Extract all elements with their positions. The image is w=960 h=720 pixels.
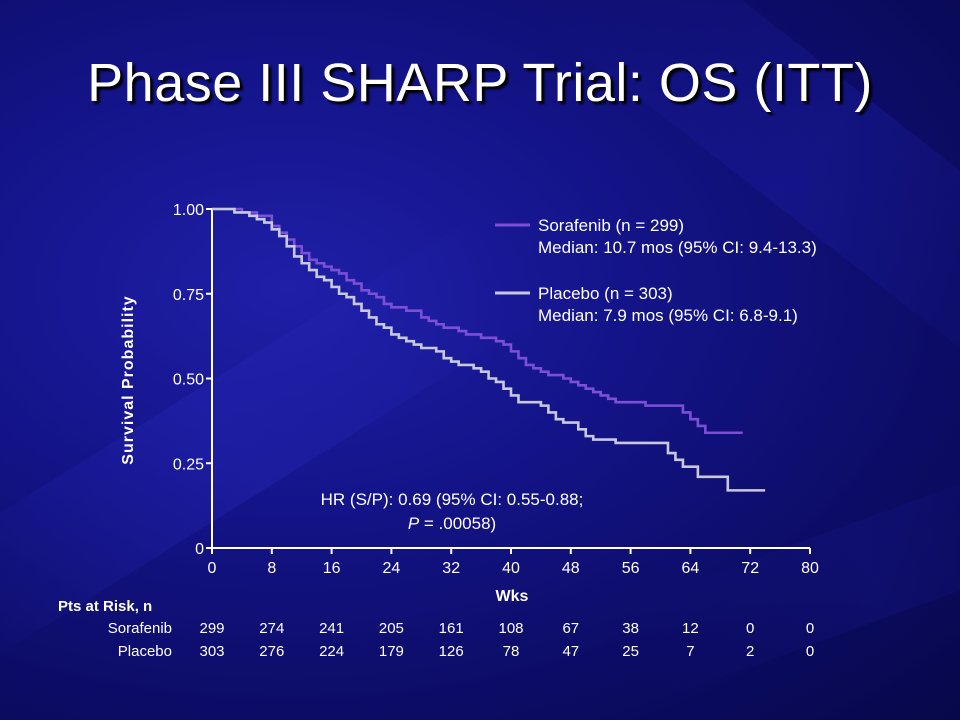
x-tick-label: 40 [502, 560, 520, 577]
placebo-survival-curve [212, 207, 766, 492]
x-tick-label: 64 [682, 560, 700, 577]
risk-cell: 224 [319, 643, 345, 660]
legend-label-sorafenib: Sorafenib (n = 299) [538, 216, 684, 235]
risk-cell: 78 [502, 643, 520, 660]
risk-cell: 108 [498, 620, 524, 637]
risk-cell: 67 [562, 620, 580, 637]
risk-cell: 274 [259, 620, 285, 637]
risk-cell: 7 [686, 643, 695, 660]
p-value-annotation: P = .00058) [408, 514, 496, 533]
risk-cell: 12 [682, 620, 699, 637]
y-axis-label: Survival Probability [120, 295, 137, 464]
x-tick-label: 48 [562, 560, 580, 577]
risk-cell: 299 [199, 620, 225, 637]
chart-legend: Sorafenib (n = 299) Median: 10.7 mos (95… [495, 216, 817, 325]
x-tick-label: 24 [383, 560, 401, 577]
slide-title: Phase III SHARP Trial: OS (ITT) [87, 53, 873, 113]
chart-axes: 0 0.25 0.50 0.75 1.00 0 8 16 24 32 40 48 56 64 72 80 [173, 202, 819, 577]
risk-cell: 0 [805, 620, 815, 637]
risk-row-label: Placebo [117, 643, 172, 660]
sorafenib-survival-curve [212, 207, 743, 435]
y-tick-label: 0 [195, 541, 204, 558]
risk-cell: 276 [259, 643, 285, 660]
risk-cell: 38 [622, 620, 639, 637]
risk-cell: 0 [746, 620, 755, 637]
risk-cell: 161 [438, 620, 464, 637]
y-tick-label: 0.50 [173, 372, 204, 389]
risk-cell: 126 [438, 643, 464, 660]
risk-table-header: Pts at Risk, n [58, 598, 153, 615]
risk-cell: 241 [319, 620, 345, 637]
chart-curves [212, 207, 766, 492]
y-tick-label: 0.25 [173, 456, 204, 473]
risk-cell: 25 [622, 643, 639, 660]
y-tick-label: 0.75 [173, 287, 204, 304]
risk-cell: 2 [746, 643, 755, 660]
p-value-text: = .00058) [419, 514, 496, 533]
risk-cell: 47 [562, 643, 580, 660]
legend-median-placebo: Median: 7.9 mos (95% CI: 6.8-9.1) [538, 306, 798, 325]
p-value-symbol: P [408, 514, 420, 533]
risk-cell: 0 [805, 643, 815, 660]
risk-cell: 179 [378, 643, 404, 660]
legend-median-sorafenib: Median: 10.7 mos (95% CI: 9.4-13.3) [538, 238, 817, 257]
risk-cell: 205 [378, 620, 404, 637]
y-tick-label: 1.00 [173, 202, 204, 219]
x-tick-label: 32 [442, 560, 460, 577]
hazard-ratio-annotation: HR (S/P): 0.69 (95% CI: 0.55-0.88; [321, 490, 584, 509]
x-tick-label: 8 [267, 560, 276, 577]
x-tick-label: 80 [801, 560, 819, 577]
risk-row-label: Sorafenib [107, 620, 172, 637]
legend-label-placebo: Placebo (n = 303) [538, 284, 673, 303]
x-tick-label: 16 [323, 560, 341, 577]
x-tick-label: 0 [208, 560, 217, 577]
x-tick-label: 56 [622, 560, 640, 577]
x-axis-label: Wks [496, 588, 529, 605]
x-tick-label: 72 [741, 560, 759, 577]
risk-cell: 303 [199, 643, 225, 660]
